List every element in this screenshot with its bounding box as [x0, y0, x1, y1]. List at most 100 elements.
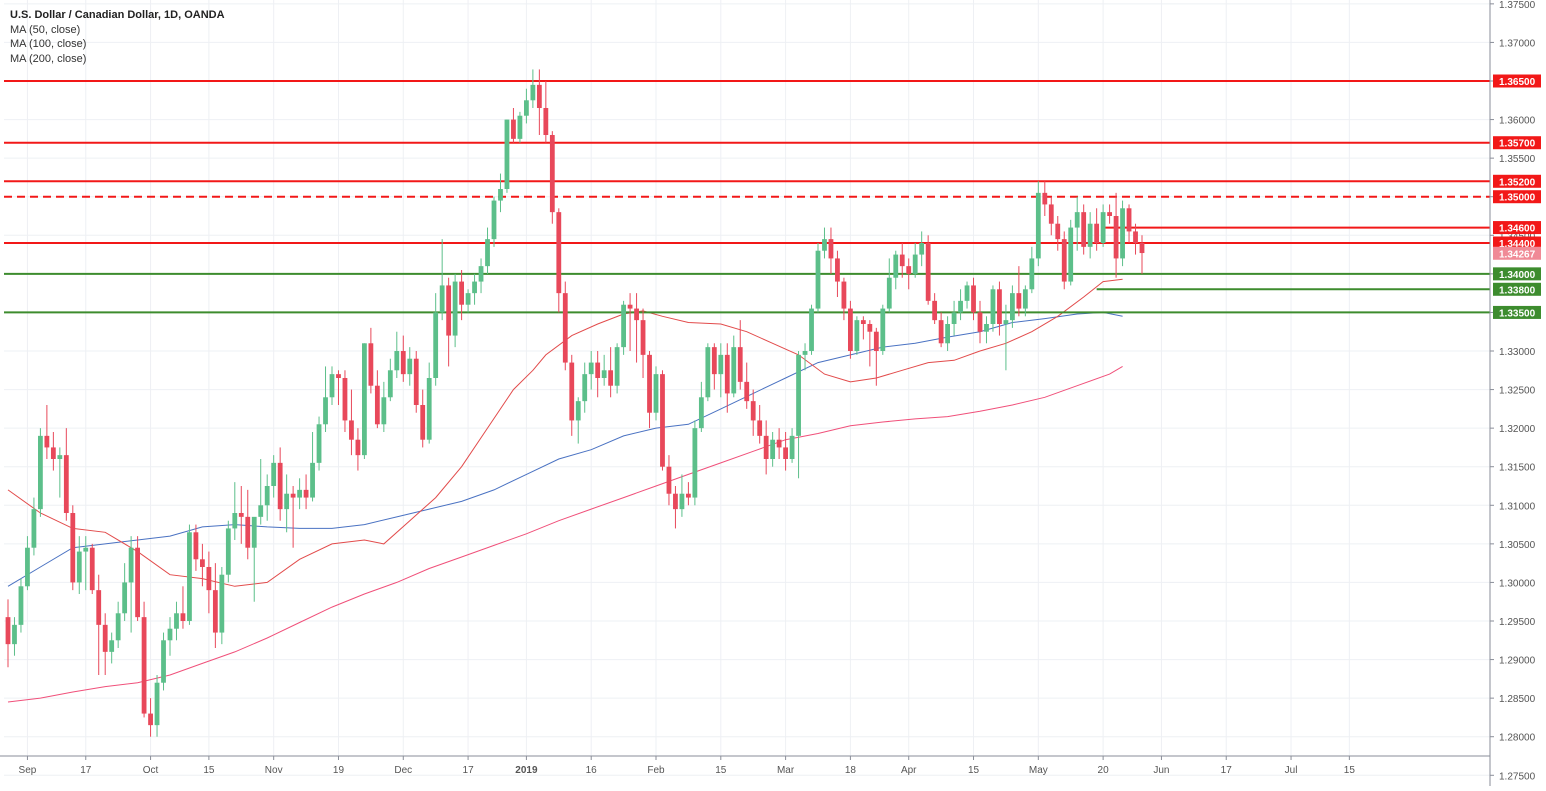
candle-body: [400, 351, 406, 375]
candle: [336, 370, 341, 405]
price-tick-label: 1.29500: [1499, 617, 1536, 628]
moving-averages: [7, 278, 1123, 703]
candle: [873, 327, 879, 386]
candle: [549, 131, 555, 224]
time-tick-label: 15: [203, 765, 215, 776]
candle-body: [614, 347, 620, 386]
time-tick-label: 17: [463, 765, 475, 776]
candle: [433, 293, 439, 386]
candle: [621, 300, 626, 355]
price-badge-1.34600: 1.34600: [1493, 221, 1541, 235]
price-badge-1.36500: 1.36500: [1493, 74, 1541, 88]
candle: [841, 277, 847, 321]
candle-body: [653, 374, 659, 413]
candle: [387, 358, 393, 402]
price-badge-label: 1.35000: [1499, 193, 1536, 204]
candle: [342, 370, 348, 432]
candle: [938, 312, 944, 348]
price-tick-label: 1.31500: [1499, 463, 1536, 474]
candle: [698, 381, 704, 432]
candle-body: [776, 439, 782, 448]
candles: [5, 69, 1145, 737]
candle: [96, 574, 102, 675]
candle-body: [912, 254, 918, 274]
price-tick-label: 1.36000: [1499, 116, 1536, 127]
price-badge-1.34400: 1.34400: [1493, 236, 1541, 250]
candle: [232, 482, 238, 540]
candle-body: [297, 489, 302, 498]
candle-body: [31, 509, 37, 548]
candle: [212, 563, 218, 648]
candle-body: [310, 462, 315, 498]
candle-body: [938, 320, 944, 344]
candle-body: [1074, 212, 1080, 228]
candle: [167, 617, 173, 656]
candle: [446, 277, 452, 367]
candle: [575, 397, 581, 444]
candle: [70, 505, 76, 591]
candle: [724, 343, 730, 413]
price-badge-bg: [1493, 136, 1541, 150]
candle-body: [70, 513, 76, 583]
candle: [439, 239, 445, 321]
candle-body: [601, 370, 607, 378]
candle: [835, 250, 840, 297]
candle-body: [1094, 223, 1100, 243]
time-tick-label: 15: [1344, 765, 1356, 776]
price-tick-label: 1.32500: [1499, 386, 1536, 397]
candle: [407, 347, 413, 386]
candle-body: [323, 397, 328, 425]
candle: [323, 366, 328, 432]
candle: [44, 405, 50, 459]
candle-body: [329, 374, 335, 398]
candle-body: [413, 358, 419, 405]
candle-body: [867, 324, 873, 332]
candle: [932, 293, 938, 324]
candle: [796, 351, 801, 479]
candle-body: [530, 84, 536, 101]
candle: [1010, 285, 1015, 328]
candle-body: [426, 378, 432, 440]
price-badge-bg: [1493, 190, 1541, 204]
time-tick-label: Oct: [143, 765, 159, 776]
candle: [187, 524, 192, 625]
candle: [711, 343, 717, 390]
candle: [815, 243, 821, 313]
candle: [614, 343, 620, 394]
candle-body: [245, 516, 251, 548]
candle-body: [595, 362, 601, 378]
candle: [83, 536, 89, 591]
candle: [601, 354, 607, 386]
candle: [705, 343, 711, 402]
candle: [1107, 204, 1112, 224]
candle-body: [18, 586, 24, 625]
candle: [284, 474, 290, 533]
candle-body: [763, 435, 769, 459]
candle-body: [439, 285, 445, 313]
price-badge-label: 1.33500: [1499, 308, 1536, 319]
price-badge-1.35000: 1.35000: [1493, 190, 1541, 204]
candle: [634, 293, 639, 363]
candle-body: [200, 559, 205, 567]
candle: [776, 428, 782, 459]
candle: [893, 250, 899, 290]
price-tick-label: 1.35500: [1499, 154, 1536, 165]
price-badge-label: 1.34000: [1499, 270, 1536, 281]
candle-body: [271, 462, 277, 486]
candle: [25, 536, 30, 591]
candle-body: [25, 547, 30, 587]
candle: [1126, 204, 1132, 243]
candle: [63, 428, 69, 521]
candle: [251, 516, 257, 602]
candle-body: [634, 308, 639, 321]
candle-body: [608, 370, 614, 386]
candle-body: [1010, 293, 1015, 321]
price-badge-bg: [1493, 282, 1541, 296]
candle-body: [796, 354, 801, 436]
candle: [1087, 212, 1093, 259]
candle-body: [446, 285, 452, 336]
candle-body: [368, 343, 374, 386]
candle: [556, 208, 562, 313]
